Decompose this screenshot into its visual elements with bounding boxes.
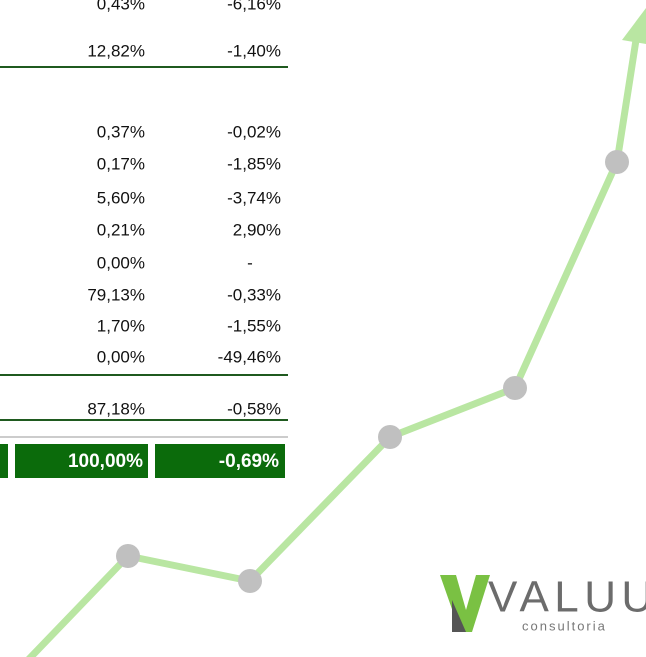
cell: -6,16% bbox=[227, 0, 281, 13]
cell: -1,55% bbox=[227, 316, 281, 335]
cell: -1,85% bbox=[227, 154, 281, 173]
total-value: 100,00% bbox=[68, 451, 143, 472]
dot bbox=[378, 425, 402, 449]
total-cell bbox=[0, 444, 8, 478]
cell: - bbox=[247, 253, 253, 272]
cell: 0,00% bbox=[97, 347, 145, 366]
screen: VALUUP consultoria 0,43% -6,16% 12,82% -1,4… bbox=[0, 0, 646, 657]
dot bbox=[503, 376, 527, 400]
cell: -0,33% bbox=[227, 285, 281, 304]
logo-name: VALUUP bbox=[488, 573, 646, 622]
subtotal-cell: -0,58% bbox=[227, 399, 281, 418]
cell: 0,37% bbox=[97, 122, 145, 141]
logo-tagline: consultoria bbox=[522, 618, 607, 633]
logo: VALUUP consultoria bbox=[440, 573, 646, 634]
cell: -49,46% bbox=[218, 347, 281, 366]
cell: 79,13% bbox=[87, 285, 145, 304]
cell: 2,90% bbox=[233, 220, 281, 239]
cell: 0,43% bbox=[97, 0, 145, 13]
arrow-head bbox=[622, 8, 646, 44]
cell: 1,70% bbox=[97, 316, 145, 335]
cell: -3,74% bbox=[227, 188, 281, 207]
dot bbox=[116, 544, 140, 568]
dot bbox=[605, 150, 629, 174]
cell: 12,82% bbox=[87, 41, 145, 60]
dot bbox=[238, 569, 262, 593]
cell: -0,02% bbox=[227, 122, 281, 141]
cell: 0,17% bbox=[97, 154, 145, 173]
page: VALUUP consultoria 0,43% -6,16% 12,82% -1,4… bbox=[0, 0, 646, 657]
cell: 0,00% bbox=[97, 253, 145, 272]
total-value: -0,69% bbox=[219, 451, 279, 472]
cell: -1,40% bbox=[227, 41, 281, 60]
subtotal-cell: 87,18% bbox=[87, 399, 145, 418]
cell: 5,60% bbox=[97, 188, 145, 207]
cell: 0,21% bbox=[97, 220, 145, 239]
logo-mark bbox=[440, 575, 490, 632]
